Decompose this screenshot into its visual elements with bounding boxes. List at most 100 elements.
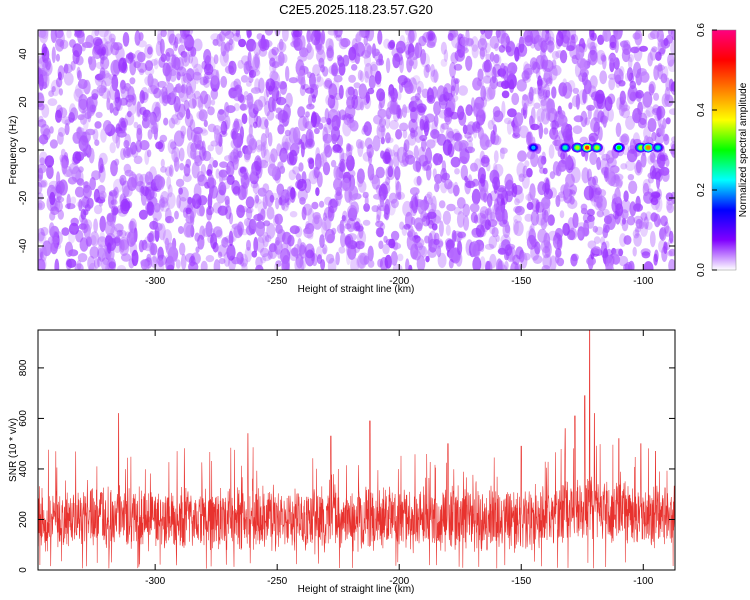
heatmap-cell bbox=[492, 53, 502, 67]
heatmap-cell bbox=[263, 220, 271, 227]
heatmap-cell bbox=[634, 161, 643, 176]
heatmap-cell bbox=[153, 175, 161, 183]
heatmap-cell bbox=[160, 166, 167, 173]
heatmap-cell bbox=[322, 212, 327, 221]
heatmap-cell bbox=[447, 32, 454, 42]
heatmap-cell bbox=[465, 124, 474, 136]
heatmap-cell bbox=[279, 147, 288, 163]
heatmap-cell bbox=[95, 111, 103, 119]
heatmap-cell bbox=[619, 90, 626, 106]
heatmap-cell bbox=[653, 92, 660, 101]
heatmap-cell bbox=[180, 253, 187, 270]
heatmap-cell bbox=[516, 162, 526, 178]
heatmap-cell bbox=[284, 192, 290, 208]
heatmap-cell bbox=[160, 191, 170, 204]
heatmap-cell bbox=[596, 210, 604, 218]
heatmap-cell bbox=[370, 63, 378, 78]
heatmap-cell bbox=[174, 36, 179, 49]
colorbar-tick-label: 0.2 bbox=[696, 183, 707, 197]
heatmap-cell bbox=[425, 64, 431, 73]
heatmap-cell bbox=[231, 90, 241, 98]
heatmap-y-ticks: -40 -20 0 20 40 bbox=[18, 48, 675, 253]
heatmap-cell bbox=[199, 76, 208, 86]
heatmap-cell bbox=[74, 263, 84, 270]
heatmap-cell bbox=[140, 189, 148, 206]
heatmap-cell bbox=[259, 38, 268, 52]
heatmap-cell bbox=[659, 47, 666, 55]
heatmap-cell bbox=[350, 223, 356, 230]
heatmap-cell bbox=[446, 203, 456, 212]
heatmap-cell bbox=[505, 35, 511, 44]
heatmap-cell bbox=[540, 196, 551, 210]
heatmap-cell bbox=[77, 70, 82, 81]
heatmap-cell bbox=[485, 139, 493, 148]
heatmap-cell bbox=[289, 127, 298, 144]
heatmap-cell bbox=[150, 256, 158, 268]
heatmap-cell bbox=[344, 223, 352, 230]
heatmap-cell bbox=[66, 193, 71, 210]
heatmap-cell bbox=[580, 110, 588, 128]
heatmap-cell bbox=[106, 97, 111, 111]
heatmap-cell bbox=[590, 32, 597, 41]
heatmap-cell bbox=[369, 173, 380, 185]
heatmap-cell bbox=[428, 232, 433, 249]
heatmap-cell bbox=[346, 120, 356, 129]
heatmap-cell bbox=[517, 150, 527, 162]
heatmap-cell bbox=[40, 124, 50, 137]
heatmap-cell bbox=[613, 30, 623, 40]
heatmap-cell bbox=[39, 30, 49, 44]
heatmap-cell bbox=[649, 151, 656, 163]
heatmap-cell bbox=[549, 171, 556, 180]
heatmap-cell bbox=[485, 260, 493, 270]
heatmap-cell bbox=[408, 30, 415, 44]
heatmap-cell bbox=[562, 222, 570, 236]
heatmap-signal-peak bbox=[585, 145, 590, 150]
heatmap-cell bbox=[621, 219, 629, 232]
heatmap-cell bbox=[38, 174, 43, 182]
heatmap-cell bbox=[533, 102, 541, 109]
heatmap-cell bbox=[663, 66, 669, 80]
heatmap-cell bbox=[347, 169, 356, 178]
heatmap-cell bbox=[495, 201, 503, 211]
heatmap-cell bbox=[167, 30, 175, 44]
heatmap-cell bbox=[253, 121, 258, 129]
heatmap-cell bbox=[488, 235, 498, 249]
heatmap-cell bbox=[159, 134, 168, 143]
heatmap-cell bbox=[311, 94, 316, 103]
heatmap-cell bbox=[329, 198, 339, 208]
heatmap-cell bbox=[371, 43, 377, 59]
heatmap-cell bbox=[559, 50, 568, 64]
heatmap-cell bbox=[663, 37, 669, 47]
heatmap-cell bbox=[61, 159, 68, 175]
colorbar-tick-label: 0.6 bbox=[696, 23, 707, 37]
heatmap-cell bbox=[123, 140, 130, 148]
heatmap-cell bbox=[158, 198, 166, 208]
heatmap-cell bbox=[322, 162, 331, 176]
heatmap-cell bbox=[173, 151, 178, 167]
heatmap-cell bbox=[285, 92, 293, 108]
heatmap-cell bbox=[384, 254, 392, 269]
heatmap-cell bbox=[569, 30, 577, 41]
heatmap-cell bbox=[191, 56, 199, 69]
heatmap-cell bbox=[359, 252, 370, 266]
heatmap-cell bbox=[315, 187, 320, 197]
heatmap-cell bbox=[295, 173, 302, 182]
heatmap-cell bbox=[375, 220, 384, 228]
heatmap-cell bbox=[605, 255, 614, 270]
heatmap-cell bbox=[38, 200, 46, 211]
heatmap-cell bbox=[320, 151, 328, 161]
heatmap-cell bbox=[129, 58, 137, 76]
heatmap-cell bbox=[144, 75, 154, 87]
heatmap-cell bbox=[409, 187, 420, 196]
heatmap-cell bbox=[399, 56, 404, 74]
heatmap-cell bbox=[492, 135, 502, 146]
heatmap-cell bbox=[120, 148, 126, 160]
x-tick-label: -200 bbox=[389, 276, 409, 287]
heatmap-cell bbox=[199, 90, 209, 105]
heatmap-cell bbox=[378, 58, 384, 66]
heatmap-cell bbox=[253, 213, 264, 222]
heatmap-cell bbox=[120, 79, 126, 90]
heatmap-cell bbox=[258, 95, 267, 108]
heatmap-cell bbox=[357, 69, 363, 81]
heatmap-cell bbox=[626, 215, 636, 226]
